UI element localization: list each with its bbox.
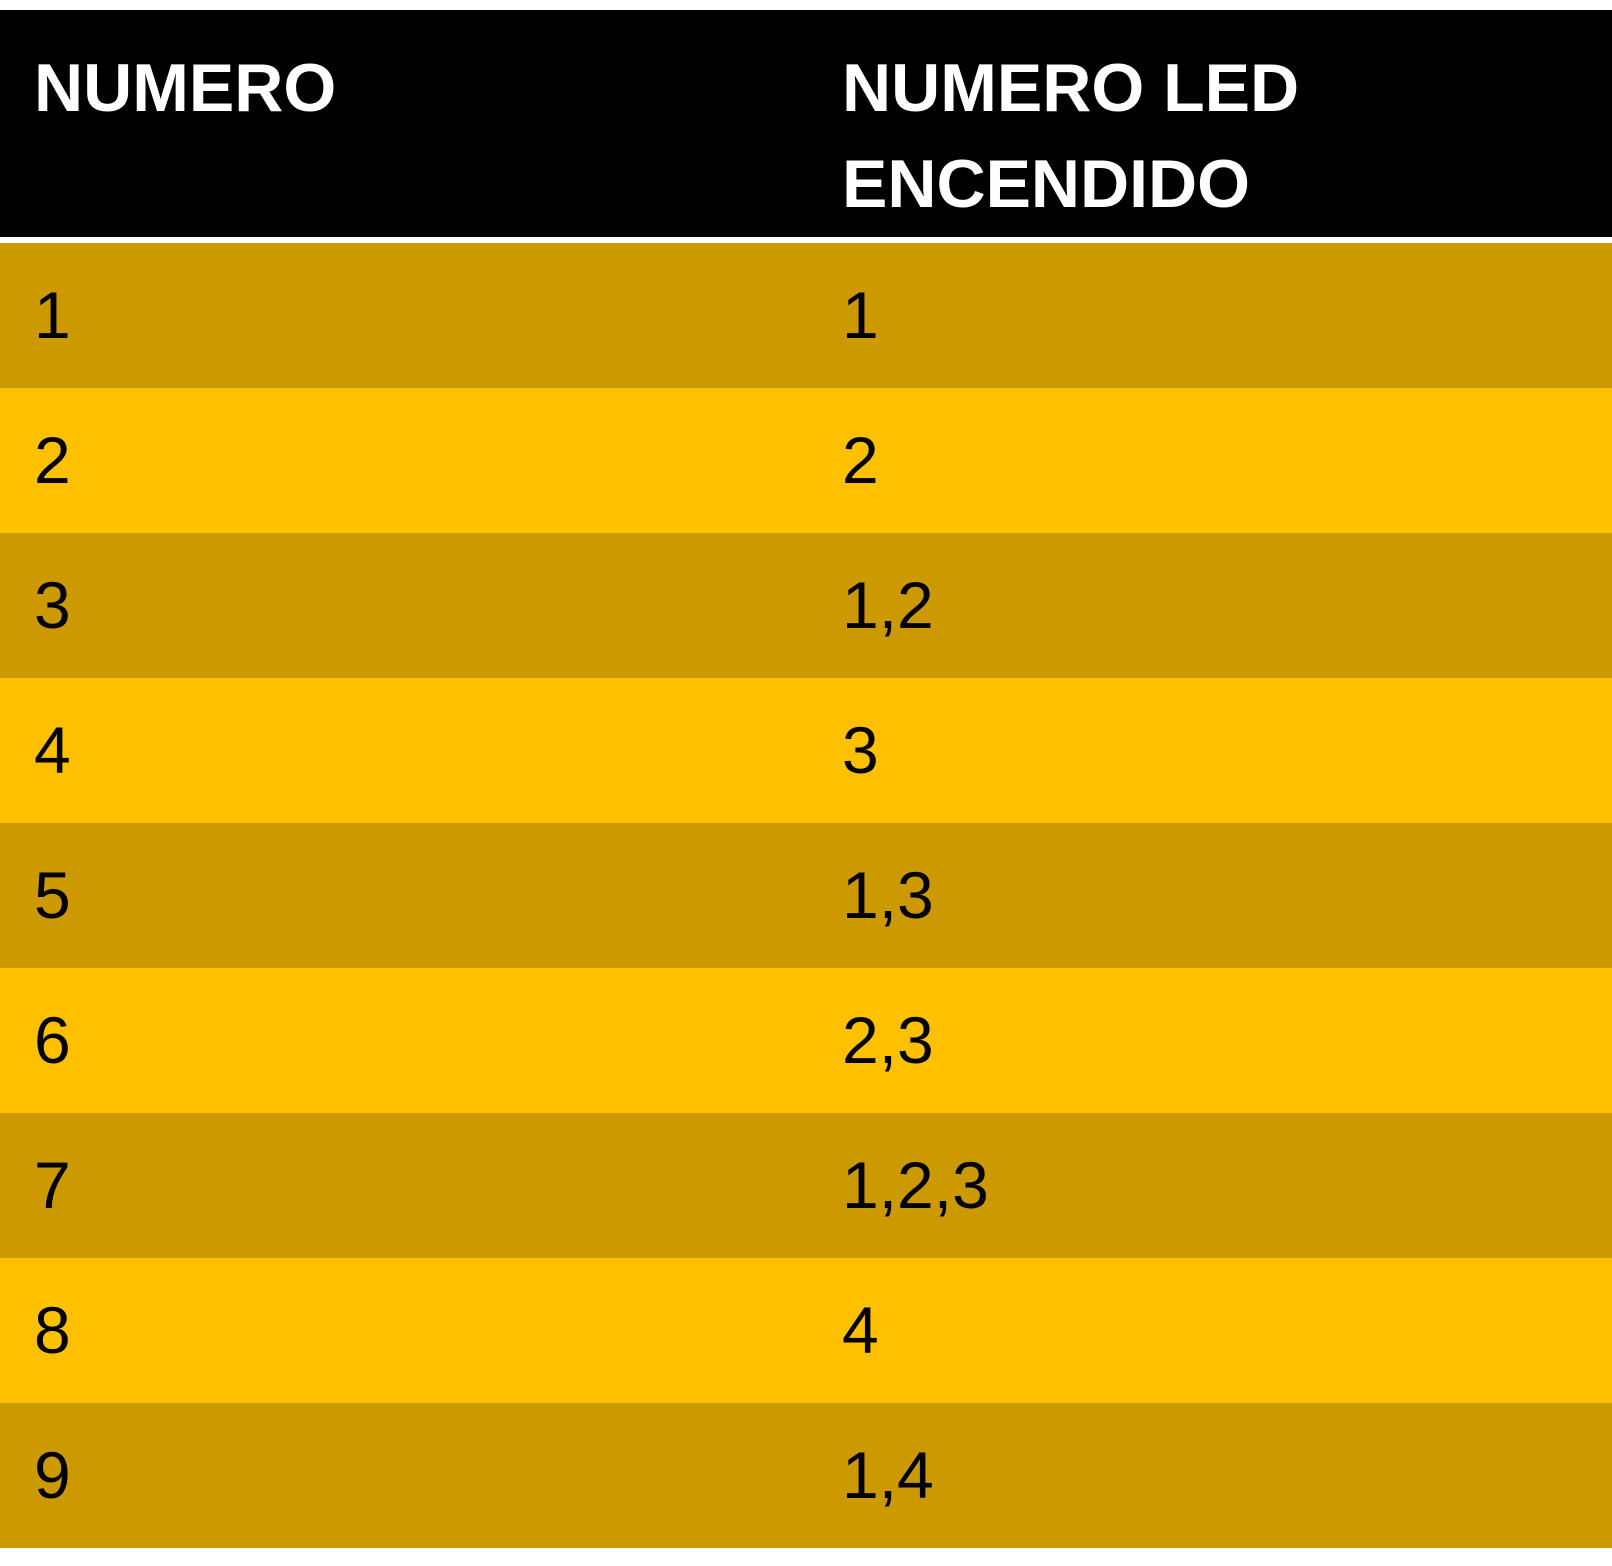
table-row: 9 1,4 <box>0 1403 1612 1548</box>
cell-led-encendido: 4 <box>842 1293 879 1367</box>
table-row: 3 1,2 <box>0 533 1612 678</box>
cell-numero: 9 <box>34 1438 71 1512</box>
cell-numero: 8 <box>34 1293 71 1367</box>
table-row: 7 1,2,3 <box>0 1113 1612 1258</box>
cell-numero: 4 <box>34 713 71 787</box>
cell-numero: 2 <box>34 423 71 497</box>
cell-numero: 6 <box>34 1003 71 1077</box>
table-row: 5 1,3 <box>0 823 1612 968</box>
cell-led-encendido: 2 <box>842 423 879 497</box>
cell-led-encendido: 3 <box>842 713 879 787</box>
cell-led-encendido: 1,2,3 <box>842 1148 989 1222</box>
cell-led-encendido: 1,3 <box>842 858 934 932</box>
cell-led-encendido: 1 <box>842 278 879 352</box>
table-body: 1 1 2 2 3 1,2 4 3 5 1,3 6 2,3 7 1,2,3 8 4 9 1,4 <box>0 243 1612 1548</box>
cell-numero: 3 <box>34 568 71 642</box>
cell-numero: 7 <box>34 1148 71 1222</box>
table-row: 6 2,3 <box>0 968 1612 1113</box>
cell-led-encendido: 1,4 <box>842 1438 934 1512</box>
cell-led-encendido: 2,3 <box>842 1003 934 1077</box>
cell-led-encendido: 1,2 <box>842 568 934 642</box>
header-numero: NUMERO <box>34 50 337 126</box>
led-table: NUMERO NUMERO LED ENCENDIDO 1 1 2 2 3 1,2 4 3 5 1… <box>0 10 1612 1548</box>
header-numero-led-encendido: NUMERO LED ENCENDIDO <box>842 50 1300 222</box>
table-header: NUMERO NUMERO LED ENCENDIDO <box>0 10 1612 243</box>
cell-numero: 1 <box>34 278 71 352</box>
cell-numero: 5 <box>34 858 71 932</box>
